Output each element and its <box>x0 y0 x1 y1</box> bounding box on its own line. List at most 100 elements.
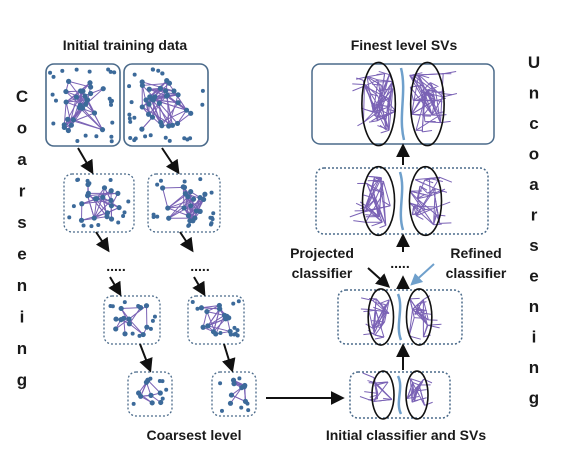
graph-node <box>108 197 114 203</box>
graph-edge <box>372 74 390 113</box>
sample-point <box>122 300 127 305</box>
graph-edge <box>377 125 389 130</box>
graph-edge <box>376 85 382 113</box>
graph-edge <box>443 70 457 75</box>
graph-edge <box>63 102 67 125</box>
graph-edge <box>65 101 72 126</box>
sample-point <box>163 135 168 140</box>
sample-point <box>208 222 213 227</box>
arrow-left2-dots <box>179 231 194 253</box>
graph-node <box>183 107 190 113</box>
graph-edge <box>411 74 433 115</box>
graph-edge <box>360 107 374 113</box>
graph-node <box>83 101 89 107</box>
graph-node <box>108 203 115 209</box>
graph-edge <box>433 214 438 225</box>
graph-node <box>163 93 170 99</box>
graph-edge <box>373 299 390 334</box>
graph-node <box>139 126 145 132</box>
graph-edge <box>374 336 385 340</box>
sample-point <box>60 68 65 73</box>
graph-node <box>227 400 234 406</box>
graph-node <box>126 321 132 327</box>
graph-edge <box>201 307 220 310</box>
refined-label-line2: classifier <box>446 265 507 281</box>
graph-node <box>157 85 164 92</box>
coarsening-letter: e <box>17 245 26 264</box>
sample-point <box>137 333 142 338</box>
graph-node <box>144 324 150 330</box>
graph-edge <box>375 198 387 226</box>
uncoarsening-arrows <box>367 143 410 370</box>
graph-edge <box>93 198 98 219</box>
graph-edge <box>355 202 366 209</box>
sample-point <box>182 179 187 184</box>
sample-point <box>210 217 215 222</box>
graph-edge <box>177 109 187 124</box>
sample-point <box>75 138 80 143</box>
graph-edge <box>436 201 451 208</box>
arrow-left1-dots <box>95 231 110 253</box>
initial-classifier-panel <box>349 370 451 420</box>
support-vector-ellipse <box>361 61 397 147</box>
graph-edge <box>79 107 103 131</box>
graph-node <box>63 88 69 95</box>
graph-edge <box>381 94 389 100</box>
graph-node <box>116 204 122 211</box>
graph-edge <box>365 205 391 212</box>
graph-edge <box>364 182 373 188</box>
graph-edge <box>374 381 389 386</box>
graph-node <box>158 399 164 406</box>
uncoarsening-letter: n <box>529 358 539 377</box>
graph-edge <box>352 85 365 92</box>
graph-edge <box>422 129 433 133</box>
graph-edge <box>419 185 428 191</box>
sample-point <box>108 303 113 308</box>
graph-node <box>84 97 91 103</box>
sample-point <box>130 331 135 336</box>
sample-point <box>126 199 131 204</box>
graph-edge <box>375 382 393 400</box>
sample-point <box>143 134 148 139</box>
graph-edge <box>424 88 436 93</box>
sample-point <box>122 210 127 215</box>
sample-point <box>219 408 224 413</box>
graph-edge <box>424 179 434 184</box>
graph-edge <box>357 122 364 127</box>
initial-data-panel-left <box>45 63 121 147</box>
graph-node <box>146 101 152 107</box>
sample-point <box>48 70 53 75</box>
sample-point <box>83 133 88 138</box>
graph-edge <box>377 98 389 106</box>
graph-node <box>228 392 235 398</box>
coarsening-letter: C <box>16 87 28 106</box>
sample-point <box>195 306 200 311</box>
arrow-left2-to-coarsest <box>222 343 236 373</box>
sample-point <box>245 401 250 406</box>
graph-node <box>202 191 208 197</box>
graph-edge <box>418 384 426 406</box>
graph-edge <box>362 86 365 123</box>
graph-edge <box>206 311 225 316</box>
graph-edge <box>378 177 382 217</box>
graph-edge <box>207 308 221 327</box>
graph-edge <box>201 305 220 309</box>
classifier-boundary <box>396 293 403 341</box>
graph-edge <box>88 193 108 217</box>
graph-edge <box>406 378 425 399</box>
sample-point <box>132 115 137 120</box>
sample-point <box>131 401 136 406</box>
sample-point <box>106 67 111 72</box>
graph-edge <box>159 102 178 124</box>
sample-point <box>232 325 237 330</box>
graph-node <box>165 205 171 211</box>
coarsening-letter: i <box>20 308 25 327</box>
graph-edge <box>367 206 379 217</box>
graph-node <box>200 324 206 330</box>
sample-point <box>236 299 241 304</box>
graph-edge <box>373 399 392 402</box>
graph-edge <box>417 195 431 200</box>
graph-edge <box>168 94 179 127</box>
graph-edge <box>162 187 169 209</box>
graph-edge <box>207 325 231 332</box>
